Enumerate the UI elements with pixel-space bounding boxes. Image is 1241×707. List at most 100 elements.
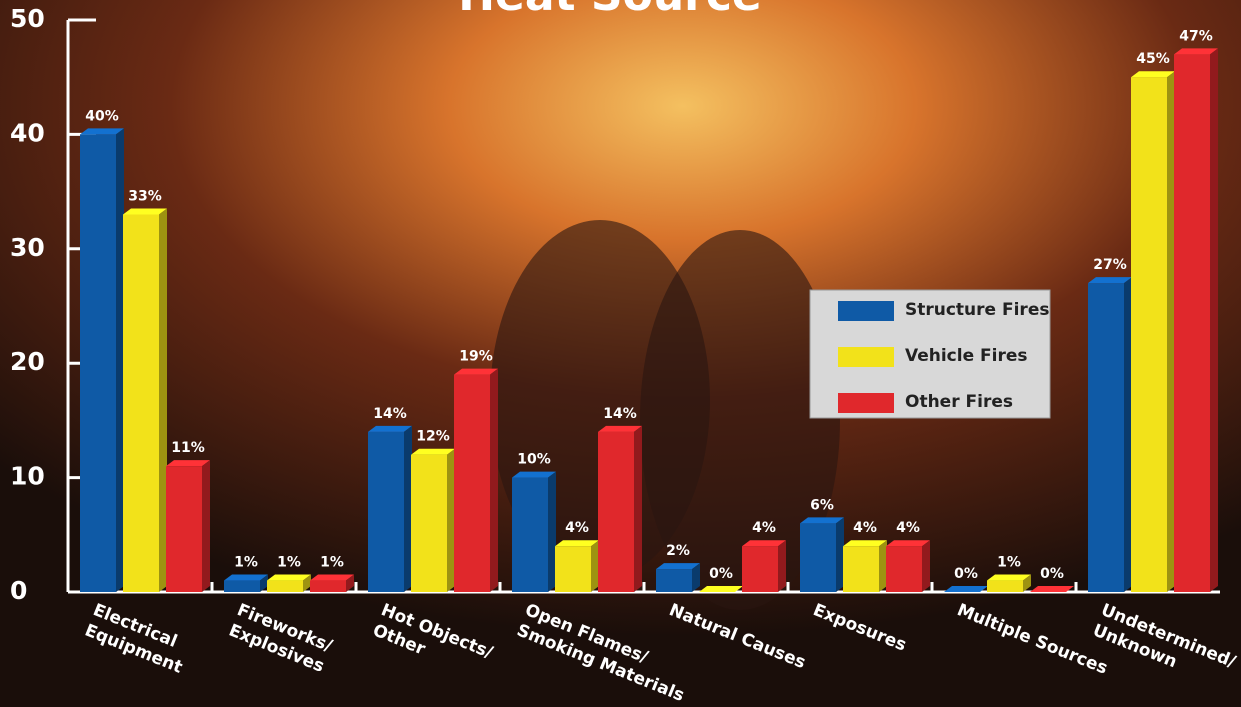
value-label: 4% (752, 520, 776, 536)
bar-side (1124, 277, 1132, 592)
bar (368, 425, 412, 592)
value-label: 40% (85, 108, 119, 124)
bar (123, 208, 167, 593)
bar-front (1174, 54, 1210, 592)
y-tick-label: 40 (10, 118, 45, 147)
bar (800, 517, 844, 592)
bar (411, 448, 455, 592)
bar (166, 460, 210, 592)
bar (1174, 48, 1218, 592)
bar-front (454, 374, 490, 592)
value-label: 0% (954, 566, 978, 582)
bar-side (548, 471, 556, 592)
bar-side (634, 425, 642, 592)
bar (987, 574, 1031, 592)
value-label: 33% (128, 188, 162, 204)
bar-top (699, 586, 743, 592)
bar (1088, 277, 1132, 592)
bar-top (800, 517, 844, 524)
bar-top (742, 540, 786, 547)
value-label: 1% (997, 555, 1021, 571)
bar-side (1167, 71, 1175, 592)
y-tick-label: 50 (10, 4, 45, 33)
bar (656, 563, 700, 592)
bar-front (267, 580, 303, 592)
value-label: 4% (565, 520, 589, 536)
chart-title: Heat Source (458, 0, 762, 21)
bar-front (598, 431, 634, 592)
bar-top (80, 128, 124, 135)
value-label: 10% (517, 452, 551, 468)
bar-top (1030, 586, 1074, 592)
bar-side (922, 540, 930, 592)
legend-label: Other Fires (905, 392, 1013, 412)
bar-top (123, 208, 167, 215)
legend: Structure Fires Vehicle Fires Other Fires (809, 289, 1051, 419)
bar-top (411, 448, 455, 455)
bar-top (555, 540, 599, 547)
bar-top (886, 540, 930, 547)
bar-front (1088, 283, 1124, 592)
bar-top (224, 574, 268, 581)
value-label: 19% (459, 349, 493, 365)
bar-front (843, 546, 879, 592)
value-label: 4% (896, 520, 920, 536)
bar-top (944, 586, 988, 592)
value-label: 14% (373, 406, 407, 422)
bar-side (778, 540, 786, 592)
legend-label: Vehicle Fires (905, 346, 1028, 366)
bar-front (1131, 77, 1167, 592)
legend-label: Structure Fires (905, 300, 1049, 320)
legend-swatch (838, 393, 894, 413)
bar-side (346, 574, 354, 592)
bar (80, 128, 124, 592)
bar-side (1023, 574, 1031, 592)
bar (944, 586, 988, 592)
value-label: 47% (1179, 28, 1213, 44)
bar-side (260, 574, 268, 592)
bar-top (1131, 71, 1175, 78)
bar (267, 574, 311, 592)
bar (512, 471, 556, 592)
bar-top (1174, 48, 1218, 55)
bar-top (454, 368, 498, 375)
bar (1030, 586, 1074, 592)
bar-side (490, 368, 498, 592)
bar-top (843, 540, 887, 547)
bar-front (166, 466, 202, 592)
bar-side (1210, 48, 1218, 592)
bar (454, 368, 498, 592)
bar-top (598, 425, 642, 432)
bar-front (886, 546, 922, 592)
bar-top (310, 574, 354, 581)
value-label: 0% (709, 566, 733, 582)
y-tick-label: 0 (10, 576, 27, 605)
bar-front (411, 454, 447, 592)
bar (699, 586, 743, 592)
value-label: 2% (666, 543, 690, 559)
legend-swatch (838, 301, 894, 321)
bar-side (836, 517, 844, 592)
silhouette (640, 230, 840, 610)
value-label: 11% (171, 440, 205, 456)
bar-side (447, 448, 455, 592)
bar-front (555, 546, 591, 592)
bar-front (512, 477, 548, 592)
bar-front (224, 580, 260, 592)
bar-top (368, 425, 412, 432)
bar-top (512, 471, 556, 478)
bar-front (800, 523, 836, 592)
bar-side (879, 540, 887, 592)
bar (742, 540, 786, 592)
value-label: 1% (277, 555, 301, 571)
bar (886, 540, 930, 592)
bar (1131, 71, 1175, 592)
bar-front (80, 134, 116, 592)
bar-top (267, 574, 311, 581)
bar-top (166, 460, 210, 467)
value-label: 27% (1093, 257, 1127, 273)
y-tick-label: 20 (10, 347, 45, 376)
y-tick-label: 30 (10, 233, 45, 262)
